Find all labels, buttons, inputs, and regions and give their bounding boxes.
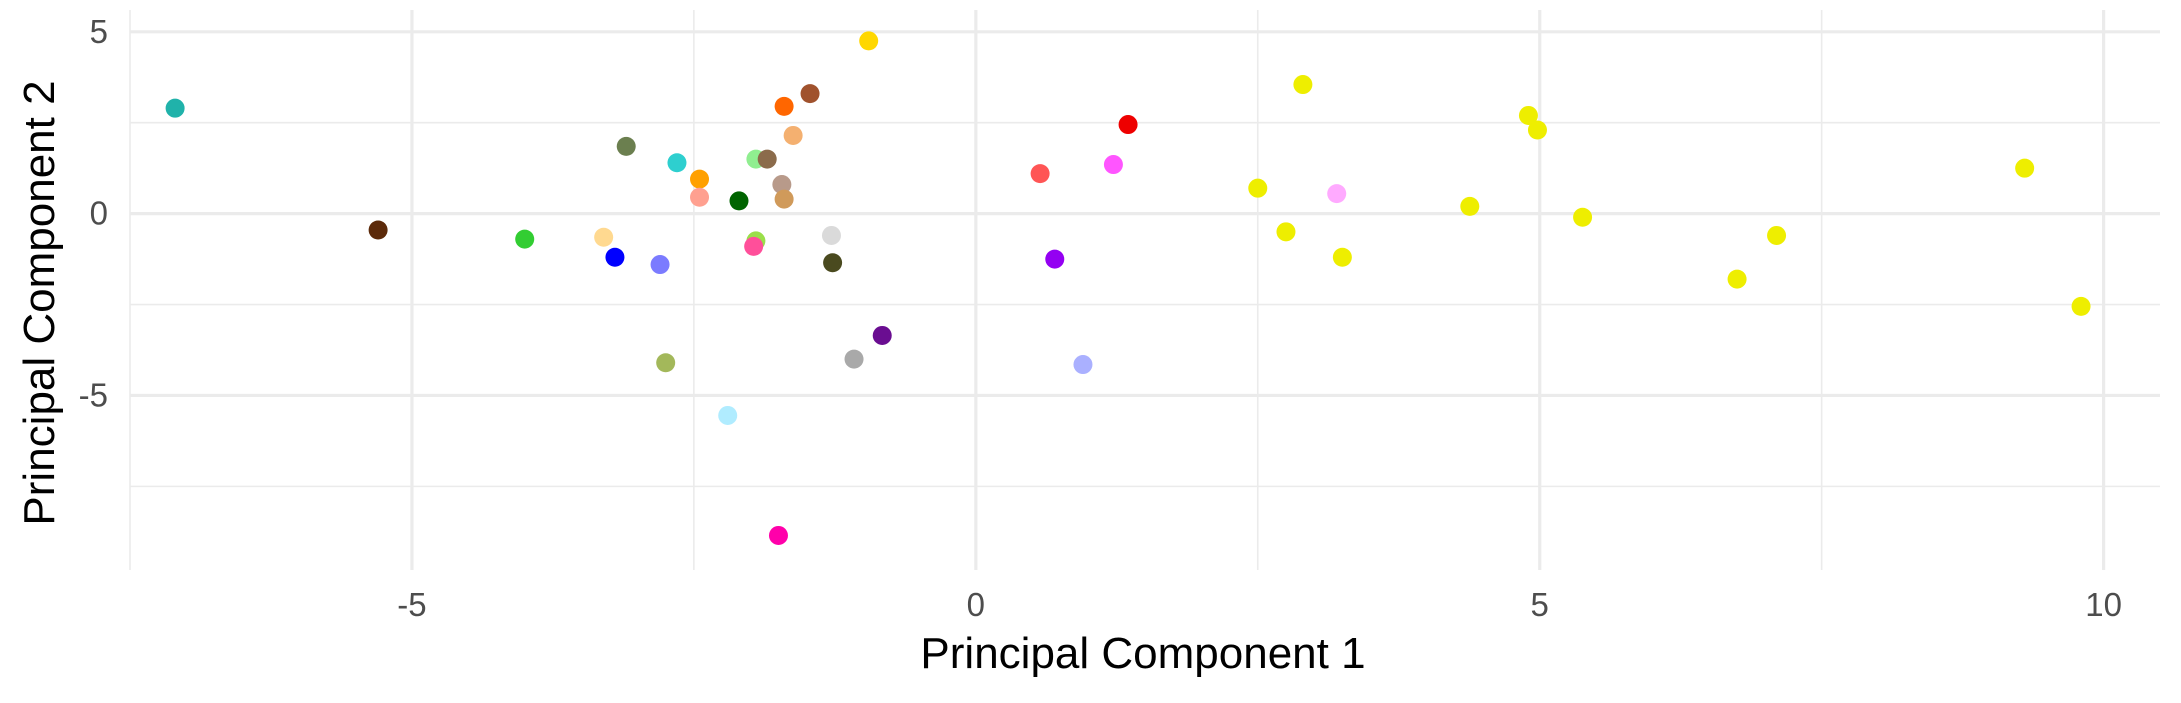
scatter-point [872,325,892,345]
scatter-point [2015,158,2035,178]
grid [129,10,2160,570]
scatter-point [667,153,687,173]
x-tick-label: 0 [967,586,985,623]
scatter-point [772,175,792,195]
scatter-point [844,349,864,369]
scatter-point [594,227,614,247]
scatter-point [165,98,185,118]
scatter-point [718,405,738,425]
scatter-point [1518,105,1538,125]
scatter-point [1327,184,1347,204]
scatter-point [1030,164,1050,184]
scatter-point [1573,207,1593,227]
y-tick-label: 0 [90,195,108,232]
scatter-point [757,149,777,169]
scatter-point [690,187,710,207]
scatter-point [650,255,670,275]
y-axis-ticks: -5 0 5 [79,13,108,414]
x-axis-ticks: -5 0 5 10 [397,586,2122,623]
scatter-point [368,220,388,240]
scatter-point [800,84,820,104]
scatter-point [783,125,803,145]
scatter-point [1527,120,1547,140]
scatter-point [1332,247,1352,267]
scatter-point [729,191,749,211]
x-tick-label: 5 [1531,586,1549,623]
y-axis-title: Principal Component 2 [15,80,64,525]
scatter-point [515,229,535,249]
x-axis-title: Principal Component 1 [920,629,1365,678]
scatter-point [1727,269,1747,289]
scatter-point [1103,155,1123,175]
scatter-point [821,225,841,245]
scatter-point [744,236,764,256]
scatter-point [774,96,794,116]
x-tick-label: -5 [397,586,426,623]
scatter-point [1073,355,1093,375]
scatter-point [1248,178,1268,198]
scatter-point [1460,196,1480,216]
scatter-point [859,31,879,51]
scatter-point [690,169,710,189]
data-points [165,31,2091,545]
scatter-point [1293,75,1313,95]
scatter-point [616,136,636,156]
scatter-point [1276,222,1296,242]
scatter-point [1767,225,1787,245]
y-tick-label: 5 [90,13,108,50]
scatter-point [1045,249,1065,269]
x-tick-label: 10 [2085,586,2122,623]
scatter-point [823,253,843,273]
scatter-point [774,189,794,209]
scatter-point [1118,115,1138,135]
y-tick-label: -5 [79,376,108,413]
scatter-point [2071,296,2091,316]
scatter-point [656,353,676,373]
scatter-point [605,247,625,267]
scatter-point [768,525,788,545]
